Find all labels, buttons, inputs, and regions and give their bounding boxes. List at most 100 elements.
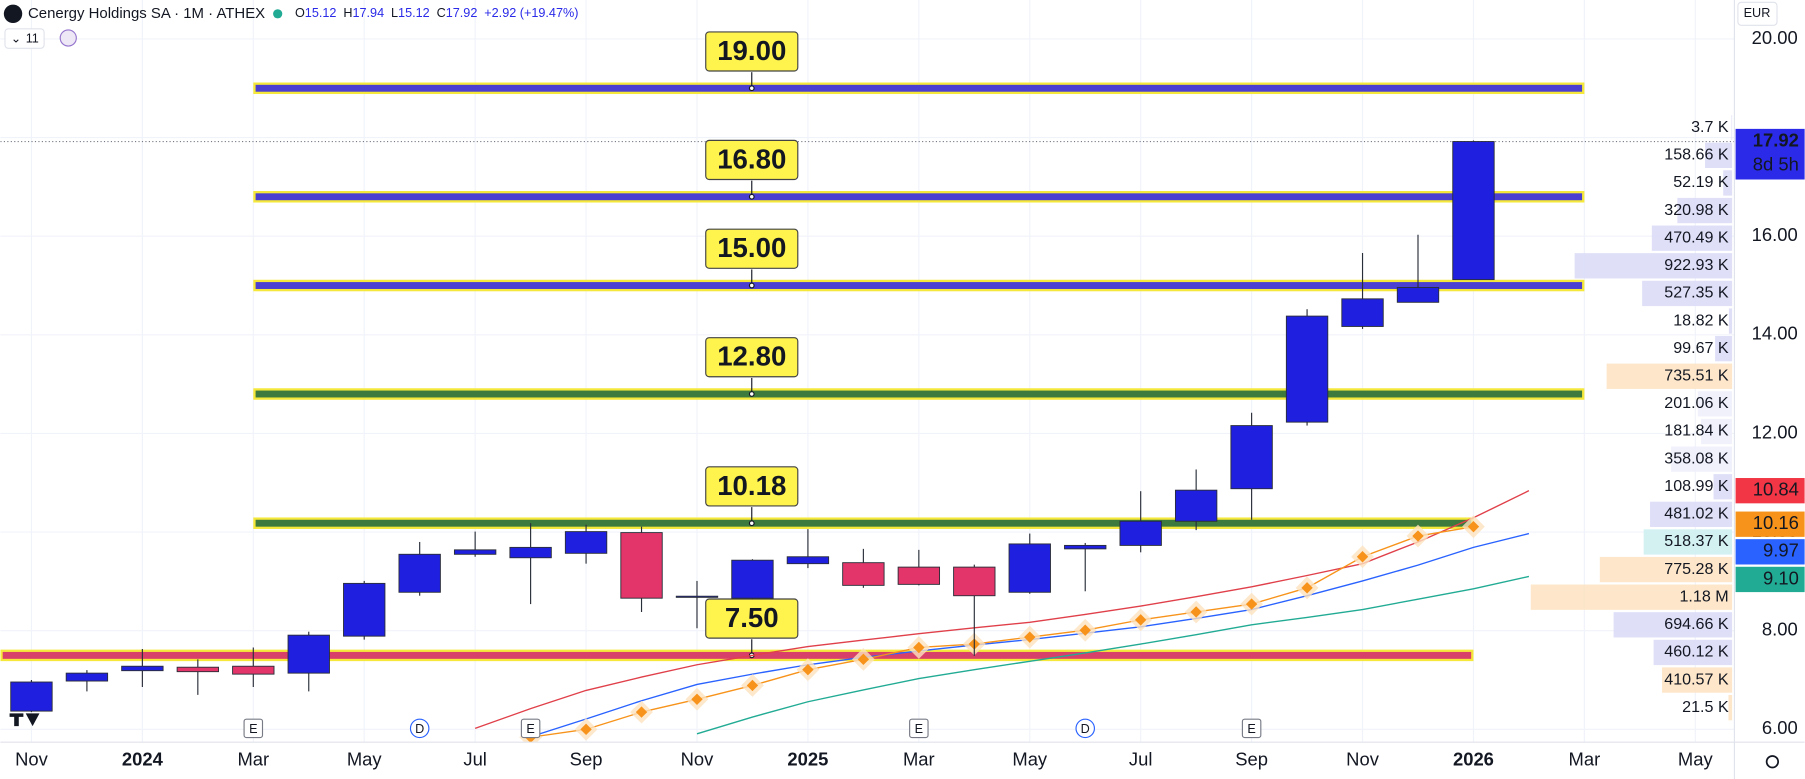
level-line	[2, 651, 1472, 659]
volume-bar	[1705, 142, 1733, 168]
volume-bar	[1643, 529, 1733, 555]
volume-bar	[1606, 363, 1733, 389]
volume-bar	[1713, 474, 1733, 500]
volume-bar	[1701, 418, 1733, 445]
x-tick-label: Jul	[463, 748, 487, 769]
event-marker	[1075, 718, 1096, 739]
level-line	[255, 193, 1583, 201]
level-line	[255, 390, 1583, 398]
candle-body	[176, 666, 220, 673]
y-tick-label: 6.00	[1762, 717, 1798, 738]
candle-body	[786, 556, 830, 565]
refresh-button[interactable]	[59, 29, 77, 47]
volume-bar	[1574, 253, 1733, 279]
candle-body	[1341, 298, 1384, 327]
volume-bar	[1671, 446, 1733, 472]
volume-label: 320.98 K	[1664, 201, 1729, 219]
event-label: D	[1081, 722, 1090, 736]
volume-label: 358.08 K	[1664, 449, 1729, 467]
candle-body	[1452, 141, 1495, 281]
ohlc-value: 17.94	[352, 6, 384, 20]
volume-label: 201.06 K	[1664, 394, 1729, 412]
event-marker	[909, 718, 929, 739]
level-line	[255, 84, 1583, 92]
event-marker	[409, 718, 430, 739]
candle-body	[1230, 425, 1273, 490]
volume-label: 3.7 K	[1691, 118, 1729, 136]
x-tick-label: Nov	[681, 748, 715, 769]
ohlc-value: 15.12	[398, 6, 430, 20]
price-badge	[1735, 478, 1805, 504]
x-tick-label: 2026	[1453, 748, 1494, 769]
volume-label: 694.66 K	[1664, 615, 1729, 633]
candle-body	[1008, 543, 1051, 593]
price-badge-label: 9.97	[1763, 540, 1799, 561]
ohlc-label: L	[391, 6, 398, 20]
trail-marker	[1412, 530, 1424, 542]
volume-bar	[1613, 612, 1733, 638]
ohlc-label: O	[295, 6, 305, 20]
volume-bar	[1650, 501, 1733, 528]
trail-marker	[802, 663, 814, 676]
price-badge	[1735, 511, 1805, 537]
volume-bar	[1677, 197, 1733, 224]
candle-body	[620, 532, 663, 599]
trail-marker	[1301, 582, 1313, 594]
level-anchor	[748, 193, 755, 200]
level-label-box	[705, 139, 799, 181]
volume-label: 181.84 K	[1664, 422, 1729, 440]
x-tick-label: Nov	[15, 748, 49, 769]
price-badge	[1735, 566, 1805, 593]
indicator-toggle[interactable]	[4, 28, 45, 49]
volume-label: 460.12 K	[1664, 643, 1729, 661]
currency-box[interactable]	[1737, 1, 1778, 26]
volume-label: 99.67 K	[1673, 339, 1729, 357]
price-badge-label: 10.16	[1753, 512, 1799, 533]
candle-body	[842, 562, 885, 586]
volume-label: 18.82 K	[1673, 311, 1729, 329]
volume-label: 470.49 K	[1664, 228, 1729, 246]
y-tick-label: 12.00	[1752, 421, 1798, 442]
candle-body	[10, 681, 53, 712]
level-label: 16.80	[717, 143, 786, 174]
volume-bar	[1728, 695, 1733, 721]
ohlc-label: C	[437, 6, 446, 20]
event-label: E	[249, 722, 257, 736]
level-label-box	[705, 228, 799, 269]
candle-body	[121, 665, 164, 672]
market-status[interactable]	[273, 9, 283, 19]
y-tick-label: 16.00	[1752, 224, 1798, 245]
event-marker	[520, 718, 541, 739]
settings-button[interactable]	[1765, 755, 1780, 769]
price-badge-label: 9.10	[1763, 567, 1799, 588]
trail-marker	[1356, 551, 1369, 563]
y-tick-label: 8.00	[1762, 619, 1798, 640]
level-anchor	[748, 391, 755, 397]
ohlc-label: H	[343, 6, 352, 20]
candle-body	[675, 595, 719, 598]
trail-marker	[1467, 520, 1480, 533]
level-label: 19.00	[717, 35, 786, 66]
candle-body	[1119, 520, 1162, 546]
candle-body	[731, 559, 774, 599]
volume-bar	[1697, 391, 1733, 417]
axes: 6.008.0010.0012.0014.0016.0018.0020.00No…	[15, 27, 1798, 770]
volume-bar	[1728, 308, 1733, 334]
volume-bar	[1599, 556, 1733, 583]
ma-line	[474, 490, 1530, 730]
ma-line	[696, 575, 1530, 735]
ohlc-value: 15.12	[305, 6, 337, 20]
volume-bar	[1642, 280, 1733, 307]
trail-line	[530, 525, 1474, 738]
level-label-box	[705, 337, 799, 378]
ohlc: O15.12 H17.94 L15.12 C17.92 +2.92 (+19.47%)	[295, 6, 579, 20]
level-label: 7.50	[725, 602, 779, 633]
plot-area: 19.00 16.80 15.00 12.80 10.18 7.50 E D E E D E	[0, 31, 1735, 743]
volume-label: 21.5 K	[1682, 698, 1729, 716]
grid	[0, 0, 1735, 743]
candle-body	[343, 582, 386, 637]
volume-profile: 3.7 K 158.66 K 52.19 K 320.98 K 470.49 K 922.…	[1530, 115, 1733, 721]
y-tick-label: 14.00	[1752, 323, 1798, 344]
